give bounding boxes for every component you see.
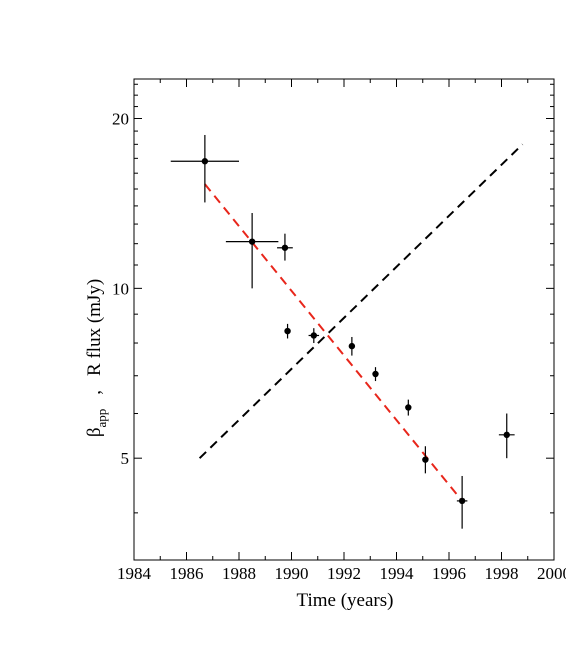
trend-line-black	[198, 143, 524, 459]
data-point	[277, 233, 293, 261]
y-tick-label: 10	[112, 279, 129, 298]
y-tick-label: 5	[121, 449, 130, 468]
data-point	[422, 446, 429, 474]
y-axis-title-subscript: app	[94, 409, 109, 428]
data-marker	[372, 370, 379, 378]
y-axis-title-rest: R flux (mJy)	[84, 279, 105, 376]
data-point	[225, 213, 279, 289]
y-axis-title: βapp, R flux (mJy)	[84, 279, 109, 437]
data-marker	[281, 244, 289, 251]
x-tick-label: 2000	[537, 564, 566, 583]
trend-line-red	[204, 183, 463, 502]
data-point	[348, 336, 356, 356]
data-marker	[503, 431, 510, 439]
data-point	[308, 328, 320, 344]
plot-frame	[133, 78, 555, 561]
data-marker	[248, 238, 256, 245]
data-marker	[310, 332, 318, 339]
y-tick-label: 20	[112, 110, 129, 129]
y-axis-title-beta: β	[84, 427, 105, 437]
data-point	[284, 323, 291, 339]
data-point	[405, 399, 412, 416]
data-marker	[405, 404, 412, 411]
plot-area	[170, 134, 524, 529]
x-tick-label: 1988	[222, 564, 256, 583]
x-tick-label: 1990	[275, 564, 309, 583]
data-point	[372, 367, 379, 382]
x-axis-title: Time (years)	[297, 590, 394, 611]
data-marker	[422, 456, 429, 463]
data-point	[498, 413, 515, 459]
x-tick-label: 1998	[485, 564, 519, 583]
data-marker	[348, 342, 356, 350]
x-tick-label: 1986	[170, 564, 204, 583]
data-marker	[201, 158, 209, 165]
data-marker	[284, 327, 291, 335]
data-point	[170, 134, 239, 203]
data-marker	[458, 497, 466, 505]
axes: 1984 1986 1988 1990 1992 1994 1996 1998 2000 5 10 2…	[112, 78, 566, 583]
x-tick-label: 1984	[117, 564, 152, 583]
x-tick-label: 1994	[380, 564, 415, 583]
y-axis-title-separator: ,	[84, 390, 105, 395]
x-tick-label: 1992	[327, 564, 361, 583]
x-tick-label: 1996	[432, 564, 466, 583]
data-point	[456, 475, 468, 529]
